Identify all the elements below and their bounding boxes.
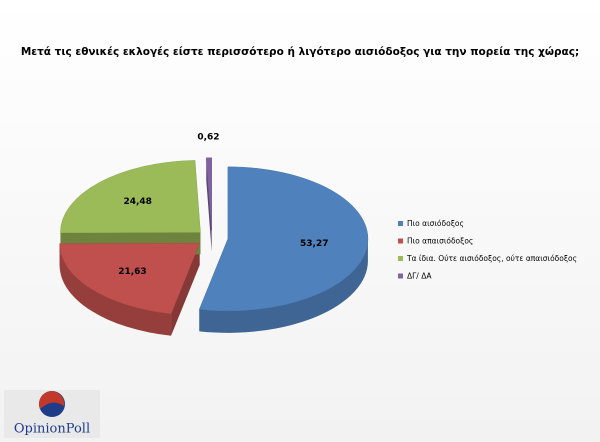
slice-side: [171, 243, 200, 336]
legend-label: Πιο απαισιόδοξος: [407, 237, 473, 246]
value-label: 0,62: [197, 132, 219, 142]
legend-swatch: [398, 256, 403, 261]
slice-side: [59, 243, 172, 336]
legend-swatch: [398, 238, 403, 244]
value-label: 24,48: [123, 197, 151, 207]
legend-swatch: [398, 273, 403, 279]
pie-slice: [59, 242, 200, 314]
legend-label: Πιο αισιόδοξος: [407, 219, 464, 228]
logo-text: OpinionPoll: [14, 422, 90, 437]
pie-slice: [205, 157, 212, 230]
legend-label: ΔΓ/ ΔΑ: [407, 272, 432, 281]
value-label: 21,63: [118, 267, 146, 277]
chart-title: Μετά τις εθνικές εκλογές είστε περισσότε…: [21, 46, 579, 58]
slice-side: [199, 238, 368, 333]
slice-side: [206, 157, 212, 252]
value-label: 53,27: [300, 239, 328, 249]
legend-swatch: [398, 221, 403, 226]
pie-slice: [198, 166, 369, 312]
legend-label: Τα ίδια. Ούτε αισιόδοξος, ούτε απαισιόδο…: [406, 254, 577, 263]
logo-icon: [38, 391, 65, 409]
pie-slice: [60, 160, 201, 234]
